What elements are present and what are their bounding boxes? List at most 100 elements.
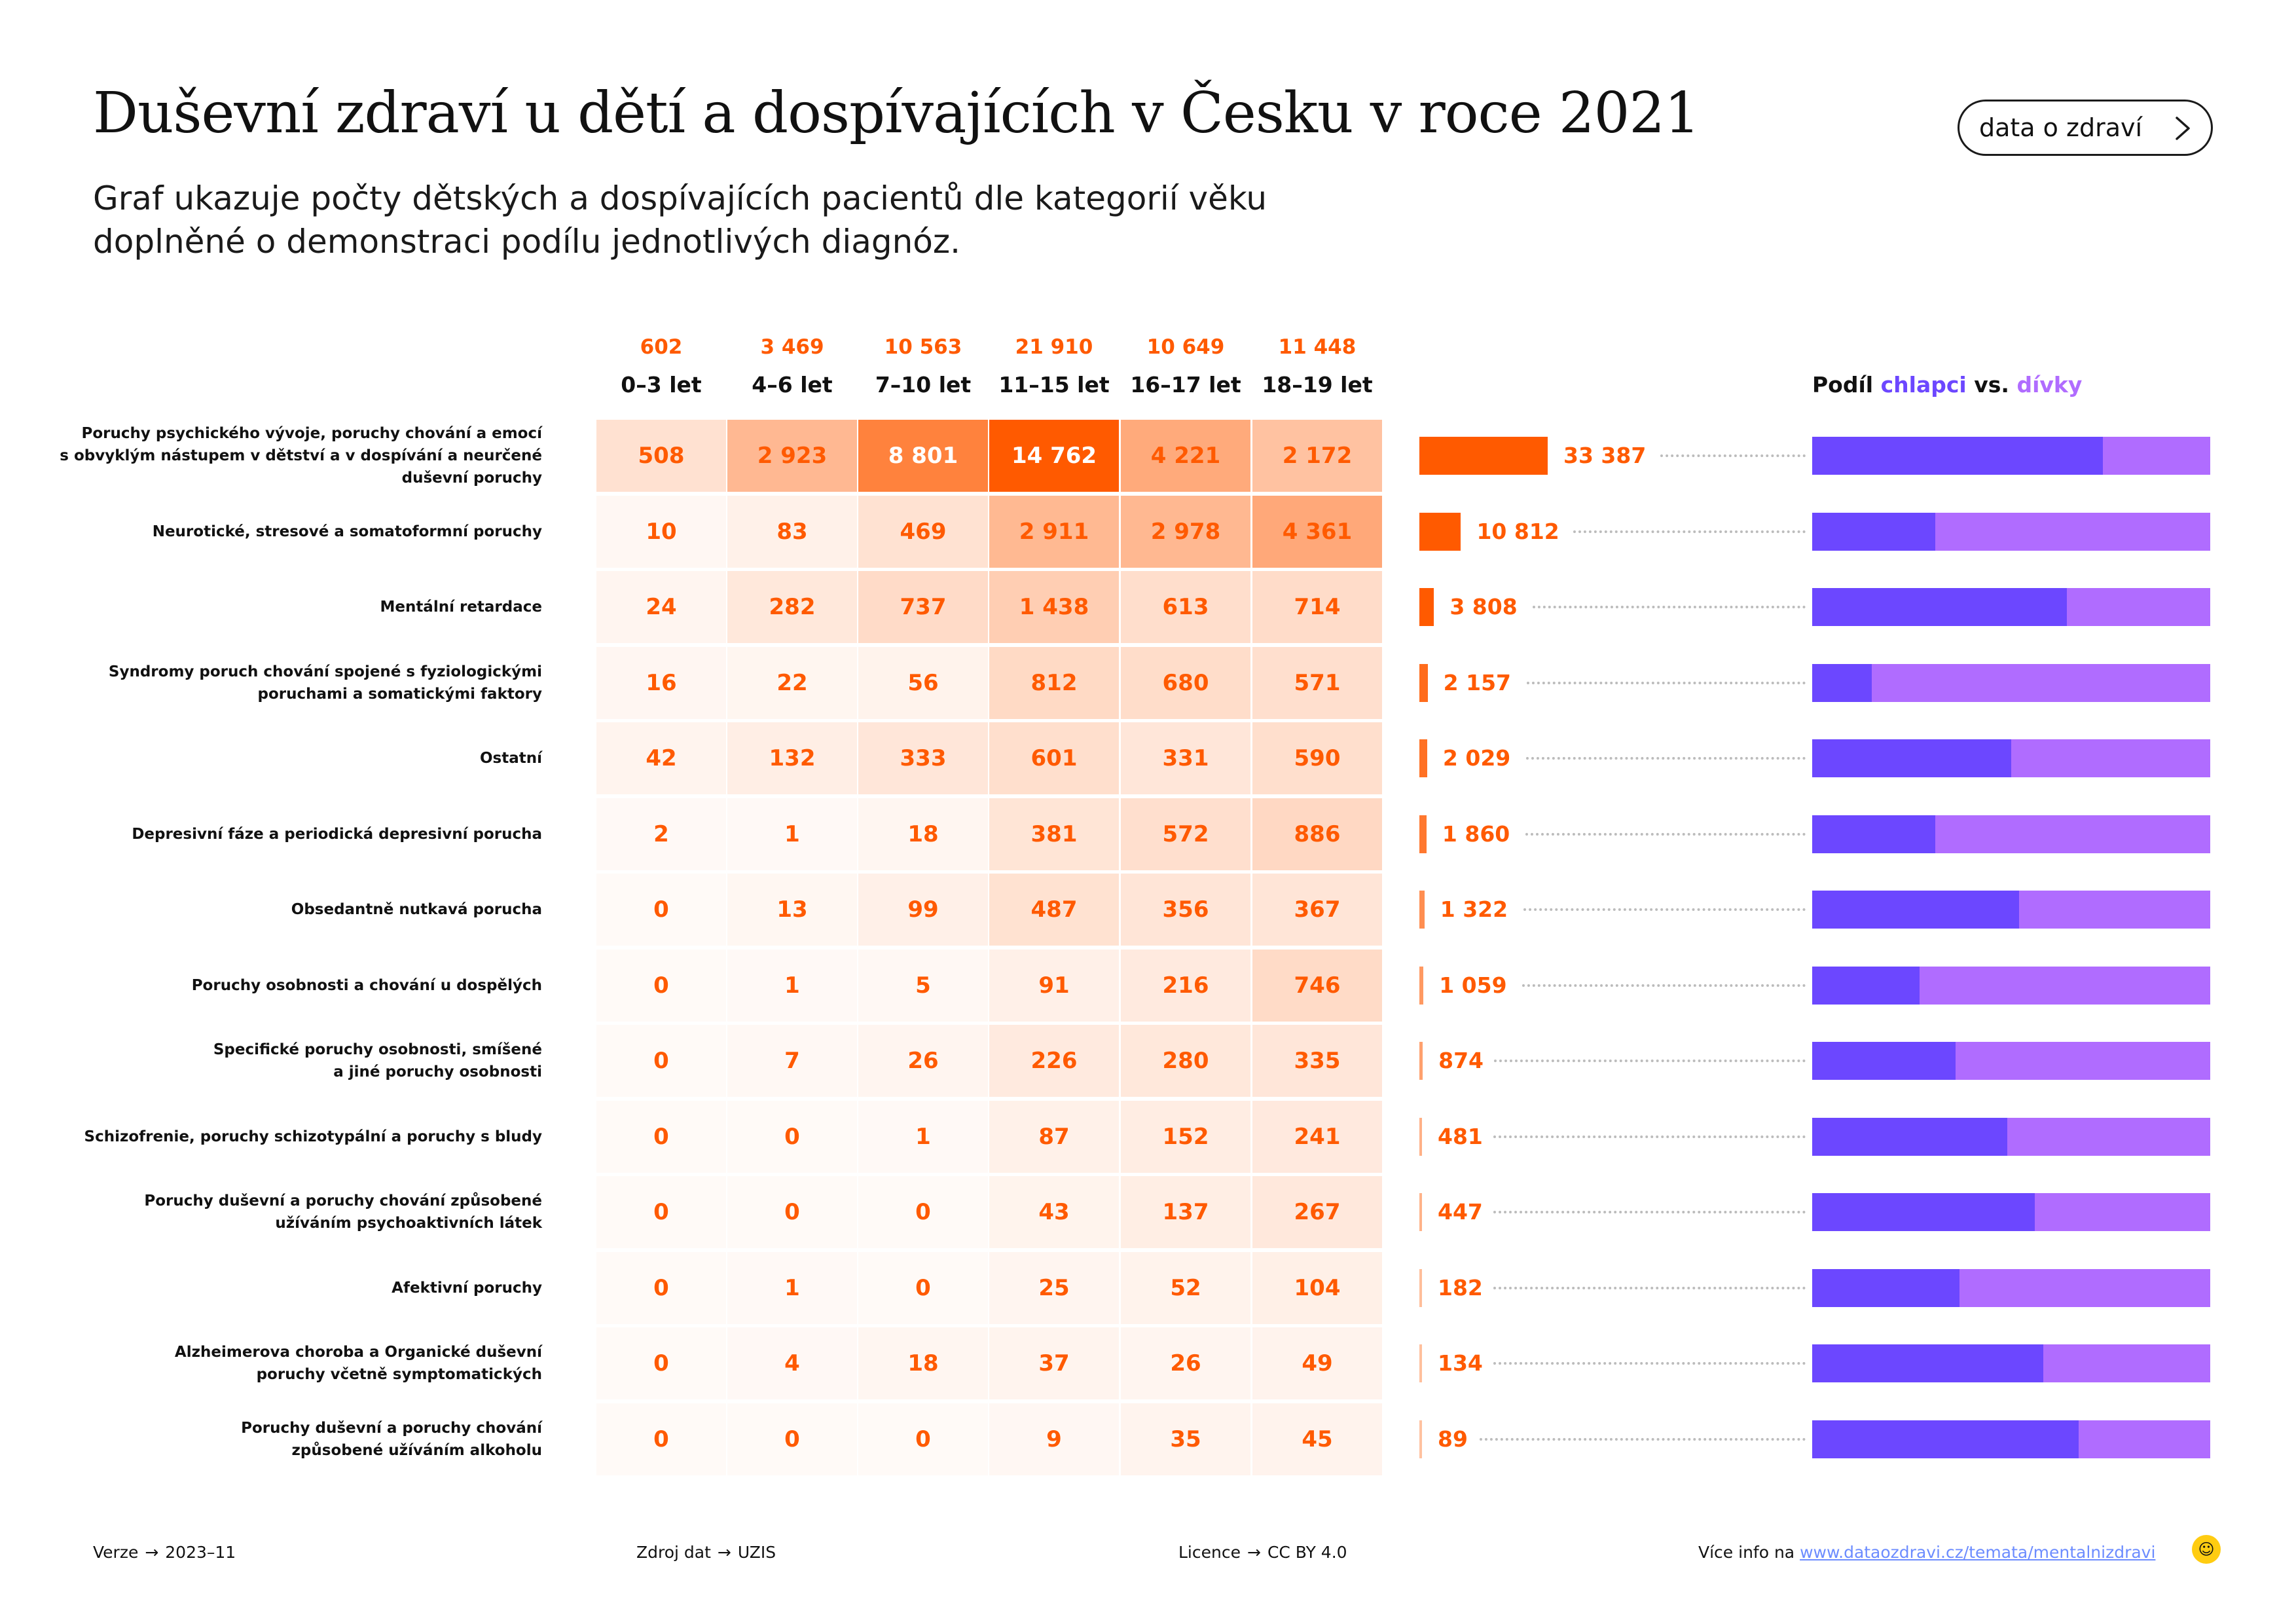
heatmap-cell: 469 [858, 495, 988, 568]
share-boys-segment [1812, 1344, 2043, 1382]
page-title: Duševní zdraví u dětí a dospívajících v … [93, 81, 1700, 146]
row-label-text: Poruchy psychického vývoje, poruchy chov… [60, 425, 542, 487]
total-value: 1 322 [1440, 896, 1508, 922]
heatmap-cell: 572 [1121, 798, 1250, 870]
footer-version: Verze → 2023–11 [93, 1541, 236, 1564]
heatmap-cell: 26 [858, 1025, 988, 1097]
total-bar [1419, 815, 1427, 853]
share-girls-segment [1955, 1042, 2210, 1080]
column-label: 7–10 let [875, 372, 972, 397]
heatmap-cell: 1 [727, 1251, 857, 1324]
gender-share-bar [1812, 1344, 2210, 1382]
share-boys-segment [1812, 437, 2103, 475]
heatmap-cell: 2 [596, 798, 726, 870]
row-label: Depresivní fáze a periodická depresivní … [39, 798, 542, 871]
row-label: Afektivní poruchy [39, 1251, 542, 1325]
gender-share-bar [1812, 1117, 2210, 1156]
heatmap-cell: 83 [727, 495, 857, 568]
page-subtitle: Graf ukazuje počty dětských a dospívajíc… [93, 177, 1468, 263]
heatmap-cell: 26 [1121, 1327, 1250, 1399]
heatmap-cell: 13 [727, 874, 857, 946]
leader-dots [1493, 1362, 1806, 1365]
heatmap-cell: 601 [989, 722, 1119, 794]
heatmap-cell: 10 [596, 495, 726, 568]
heatmap-cell: 280 [1121, 1025, 1250, 1097]
heatmap-cell: 2 172 [1252, 420, 1382, 492]
gender-share-bar [1812, 663, 2210, 702]
total-value: 33 387 [1563, 443, 1647, 468]
row-label-text: Schizofrenie, poruchy schizotypální a po… [84, 1128, 542, 1145]
heatmap-cell: 104 [1252, 1251, 1382, 1324]
row-label: Schizofrenie, poruchy schizotypální a po… [39, 1100, 542, 1173]
share-header-boys: chlapci [1880, 372, 1967, 397]
leader-dots [1523, 908, 1806, 911]
column-total: 602 [640, 335, 683, 359]
heatmap-cell: 571 [1252, 646, 1382, 719]
heatmap-cell: 1 [727, 949, 857, 1022]
heatmap-cell: 0 [596, 1100, 726, 1173]
total-value: 134 [1438, 1350, 1483, 1376]
total-bar [1419, 966, 1424, 1005]
heatmap-cell: 91 [989, 949, 1119, 1022]
row-label-text: Afektivní poruchy [392, 1279, 542, 1297]
share-boys-segment [1812, 588, 2068, 626]
heatmap-cell: 7 [727, 1025, 857, 1097]
share-boys-segment [1812, 891, 2020, 929]
heatmap-cell: 508 [596, 420, 726, 492]
arrow-right-icon: → [145, 1543, 159, 1562]
leader-dots [1525, 757, 1806, 760]
share-header-girls: dívky [2016, 372, 2083, 397]
column-total: 11 448 [1278, 335, 1357, 359]
total-bar [1419, 1117, 1422, 1156]
heatmap-cell: 0 [596, 1403, 726, 1475]
footer-info: Více info na www.dataozdravi.cz/temata/m… [1698, 1541, 2155, 1564]
heatmap-cell: 0 [596, 1025, 726, 1097]
share-girls-segment [2079, 1420, 2210, 1458]
heatmap-cell: 2 978 [1121, 495, 1250, 568]
info-label: Více info na [1698, 1543, 1795, 1562]
row-label-text: Depresivní fáze a periodická depresivní … [132, 825, 542, 843]
total-bar [1419, 1344, 1422, 1382]
license-label: Licence [1178, 1543, 1241, 1562]
share-girls-segment [2043, 1344, 2210, 1382]
heatmap-cell: 4 [727, 1327, 857, 1399]
heatmap-cell: 590 [1252, 722, 1382, 794]
info-link[interactable]: www.dataozdravi.cz/temata/mentalnizdravi [1800, 1543, 2156, 1562]
gender-share-bar [1812, 1042, 2210, 1080]
arrow-right-icon: → [1247, 1543, 1261, 1562]
heatmap-cell: 367 [1252, 874, 1382, 946]
row-label: Specifické poruchy osobnosti, smíšené a j… [39, 1024, 542, 1098]
leader-dots [1493, 1286, 1806, 1289]
row-label: Mentální retardace [39, 570, 542, 644]
heatmap-cell: 49 [1252, 1327, 1382, 1399]
gender-share-bar [1812, 891, 2210, 929]
row-label: Alzheimerova choroba a Organické duševní… [39, 1327, 542, 1400]
leader-dots [1493, 1135, 1806, 1138]
share-header-vs: vs. [1974, 372, 2009, 397]
share-girls-segment [2007, 1117, 2210, 1156]
heatmap-cell: 132 [727, 722, 857, 794]
heatmap-cell: 4 361 [1252, 495, 1382, 568]
share-girls-segment [1935, 512, 2210, 551]
total-value: 874 [1438, 1048, 1484, 1073]
footer-license: Licence → CC BY 4.0 [1178, 1541, 1347, 1564]
leader-dots [1522, 984, 1806, 987]
share-boys-segment [1812, 1420, 2079, 1458]
brand-logo-icon: ☺ [2192, 1535, 2221, 1564]
share-boys-segment [1812, 739, 2011, 777]
heatmap-cell: 0 [858, 1251, 988, 1324]
data-o-zdravi-button[interactable]: data o zdraví [1958, 100, 2213, 156]
share-boys-segment [1812, 1117, 2007, 1156]
total-bar [1419, 891, 1425, 929]
heatmap-cell: 1 438 [989, 571, 1119, 643]
share-header-prefix: Podíl [1812, 372, 1874, 397]
row-label-text: Obsedantně nutkavá porucha [291, 901, 542, 918]
share-girls-segment [2019, 891, 2210, 929]
version-label: Verze [93, 1543, 139, 1562]
heatmap-cell: 5 [858, 949, 988, 1022]
row-label: Poruchy duševní a poruchy chování způsob… [39, 1175, 542, 1249]
row-label: Syndromy poruch chování spojené s fyziol… [39, 646, 542, 720]
row-label: Poruchy psychického vývoje, poruchy chov… [39, 419, 542, 492]
share-boys-segment [1812, 1042, 1956, 1080]
total-bar [1419, 588, 1434, 626]
